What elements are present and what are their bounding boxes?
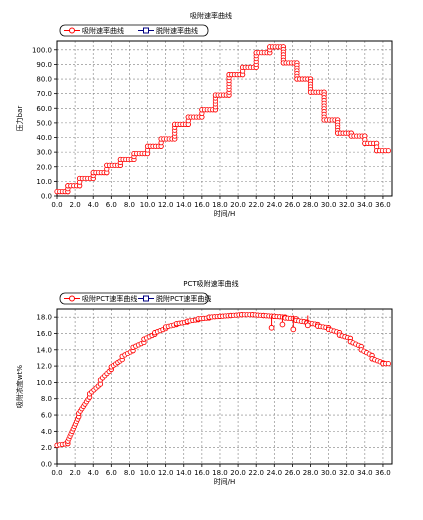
chart-1-x-tick-label: 16.0 — [194, 201, 210, 209]
chart-1-y-tick-label: 40.0 — [36, 134, 52, 142]
chart-2-series-adsorption-outlier — [290, 326, 297, 333]
chart-1-x-tick-label: 12.0 — [158, 201, 174, 209]
chart-2-x-tick-label: 6.0 — [106, 469, 117, 477]
chart-1-x-tick-label: 10.0 — [140, 201, 156, 209]
chart-1-y-tick-label: 20.0 — [36, 163, 52, 171]
chart-2-x-tick-label: 10.0 — [140, 469, 156, 477]
chart-1-x-tick-label: 34.0 — [357, 201, 373, 209]
chart-1-legend-label-adsorption: 吸附速率曲线 — [82, 26, 124, 35]
chart-1-y-axis-label: 压力bar — [15, 106, 24, 132]
chart-2-y-tick-label: 10.0 — [36, 379, 52, 387]
chart-2-x-tick-label: 16.0 — [194, 469, 210, 477]
chart-2-x-tick-label: 14.0 — [176, 469, 192, 477]
chart-2-x-tick-label: 2.0 — [70, 469, 81, 477]
chart-2-y-tick-label: 12.0 — [36, 363, 52, 371]
chart-1-x-tick-label: 32.0 — [339, 201, 355, 209]
chart-2-x-tick-label: 36.0 — [375, 469, 391, 477]
chart-1-x-axis-label: 时间/H — [214, 209, 236, 218]
chart-1-legend-marker-desorption — [143, 27, 149, 34]
chart-2-y-axis-label: 吸附浓度wt% — [15, 365, 24, 408]
chart-2-legend-marker-adsorption — [69, 295, 75, 302]
chart-2-x-tick-label: 20.0 — [230, 469, 246, 477]
chart-2-x-tick-label: 18.0 — [212, 469, 228, 477]
chart-2-x-tick-label: 4.0 — [88, 469, 99, 477]
chart-1-y-tick-label: 90.0 — [36, 61, 52, 69]
chart-2-y-tick-label: 2.0 — [41, 444, 52, 452]
chart-1-x-tick-label: 2.0 — [70, 201, 81, 209]
chart-2-legend-marker-desorption — [143, 295, 149, 302]
chart-2-x-tick-label: 26.0 — [285, 469, 301, 477]
chart-2-series-adsorption-outlier — [279, 321, 286, 328]
chart-1-x-tick-label: 18.0 — [212, 201, 228, 209]
chart-1-plot-frame — [56, 40, 393, 197]
chart-1-x-tick-label: 14.0 — [176, 201, 192, 209]
chart-1-x-tick-label: 24.0 — [267, 201, 283, 209]
chart-1-x-tick-label: 8.0 — [124, 201, 135, 209]
chart-1-x-tick-label: 4.0 — [88, 201, 99, 209]
chart-2-y-tick-label: 0.0 — [41, 461, 52, 469]
chart-1-y-tick-label: 60.0 — [36, 105, 52, 113]
chart-1-x-tick-label: 26.0 — [285, 201, 301, 209]
chart-2-title: PCT吸附速率曲线 — [183, 279, 238, 288]
chart-2-y-tick-label: 18.0 — [36, 314, 52, 322]
chart-2-y-tick-label: 8.0 — [41, 395, 52, 403]
chart-2-plot-frame — [56, 308, 393, 465]
chart-2-legend-label-adsorption: 吸附PCT速率曲线 — [82, 294, 137, 303]
chart-2-y-tick-label: 6.0 — [41, 412, 52, 420]
chart-1-legend-marker-adsorption — [69, 27, 75, 34]
pct-adsorption-rate-chart: PCT吸附速率曲线吸附PCT速率曲线 脱附PCT速率曲线 0.0 2.0 4.0 6.0 8… — [0, 272, 423, 502]
chart-2-x-tick-label: 22.0 — [248, 469, 264, 477]
chart-2-x-tick-label: 32.0 — [339, 469, 355, 477]
chart-1-x-tick-label: 28.0 — [303, 201, 319, 209]
chart-2-x-tick-label: 0.0 — [51, 469, 62, 477]
chart-2-x-tick-label: 34.0 — [357, 469, 373, 477]
chart-2-y-tick-label: 4.0 — [41, 428, 52, 436]
chart-1-legend-label-desorption: 脱附速率曲线 — [156, 26, 198, 35]
chart-2-series-adsorption-outlier — [304, 322, 311, 329]
chart-2-x-tick-label: 30.0 — [321, 469, 337, 477]
chart-1-y-tick-label: 0.0 — [41, 193, 52, 201]
chart-1-x-tick-label: 6.0 — [106, 201, 117, 209]
chart-1-x-tick-label: 20.0 — [230, 201, 246, 209]
chart-1-y-tick-label: 30.0 — [36, 149, 52, 157]
chart-1-series-adsorption-point — [385, 148, 391, 154]
chart-1-x-tick-label: 0.0 — [51, 201, 62, 209]
chart-1-y-tick-label: 50.0 — [36, 119, 52, 127]
chart-2-x-tick-label: 12.0 — [158, 469, 174, 477]
chart-2-legend-label-desorption: 脱附PCT速率曲线 — [156, 294, 211, 303]
chart-2-x-tick-label: 8.0 — [124, 469, 135, 477]
chart-1-y-tick-label: 70.0 — [36, 90, 52, 98]
chart-1-y-tick-label: 80.0 — [36, 76, 52, 84]
chart-1-x-tick-label: 36.0 — [375, 201, 391, 209]
chart-2-y-tick-label: 14.0 — [36, 346, 52, 354]
chart-2-x-axis-label: 时间/H — [214, 477, 236, 486]
chart-2-legend-box — [59, 292, 209, 305]
chart-2-x-tick-label: 24.0 — [267, 469, 283, 477]
chart-1-y-tick-label: 100.0 — [32, 46, 52, 54]
chart-2-y-tick-label: 16.0 — [36, 330, 52, 338]
adsorption-rate-chart: 吸附速率曲线 吸附速率曲线 脱附速率曲线 0.0 2.0 4.0 6.0 8.0 10.0 12.… — [0, 4, 423, 234]
chart-2-series-adsorption-point — [385, 361, 391, 367]
chart-2-series-adsorption-outlier — [268, 324, 275, 331]
chart-1-title: 吸附速率曲线 — [190, 11, 232, 20]
chart-1-legend-box — [59, 24, 209, 37]
chart-1-x-tick-label: 30.0 — [321, 201, 337, 209]
chart-2-x-tick-label: 28.0 — [303, 469, 319, 477]
chart-1-x-tick-label: 22.0 — [248, 201, 264, 209]
chart-1-y-tick-label: 10.0 — [36, 178, 52, 186]
